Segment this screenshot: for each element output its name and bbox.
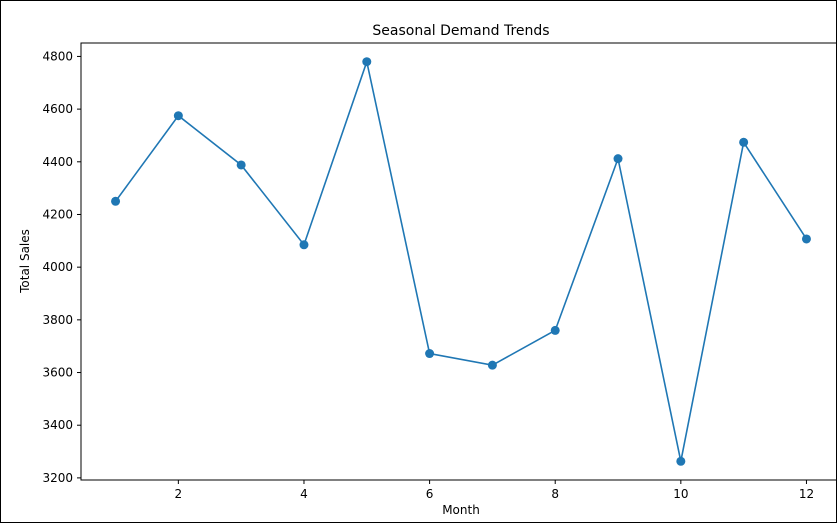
y-tick-label: 4800 <box>42 49 73 63</box>
x-tick-label: 2 <box>175 487 183 501</box>
chart-title: Seasonal Demand Trends <box>372 23 549 39</box>
y-tick-label: 3400 <box>42 418 73 432</box>
data-point-month-3 <box>236 160 246 170</box>
plot-area <box>80 42 836 481</box>
y-tick-label: 3600 <box>42 366 73 380</box>
y-tick-label: 3800 <box>42 313 73 327</box>
x-tick-label: 4 <box>300 487 308 501</box>
data-point-month-5 <box>362 57 372 67</box>
series-points <box>111 57 811 466</box>
y-tick-label: 4400 <box>42 155 73 169</box>
data-point-month-1 <box>111 196 121 206</box>
x-tick-label: 6 <box>426 487 434 501</box>
y-axis-title: Total Sales <box>18 229 32 294</box>
data-point-month-10 <box>676 456 686 466</box>
x-axis-title: Month <box>442 503 480 517</box>
x-axis: 2 4 6 8 10 12 <box>175 480 814 501</box>
data-point-month-12 <box>801 234 811 244</box>
x-tick-label: 8 <box>551 487 559 501</box>
data-point-month-7 <box>487 360 497 370</box>
y-tick-label: 4200 <box>42 207 73 221</box>
data-point-month-4 <box>299 240 309 250</box>
x-tick-label: 10 <box>673 487 688 501</box>
data-point-month-6 <box>425 349 435 359</box>
y-tick-label: 4600 <box>42 102 73 116</box>
y-tick-label: 4000 <box>42 260 73 274</box>
data-point-month-8 <box>550 325 560 335</box>
y-tick-label: 3200 <box>42 471 73 485</box>
data-point-month-11 <box>739 137 749 147</box>
x-tick-label: 12 <box>799 487 814 501</box>
data-point-month-2 <box>173 111 183 121</box>
series-line <box>114 58 808 462</box>
data-point-month-9 <box>613 154 623 164</box>
y-axis: 3200 3400 3600 3800 4000 4200 4400 4600 4800 <box>42 49 81 485</box>
